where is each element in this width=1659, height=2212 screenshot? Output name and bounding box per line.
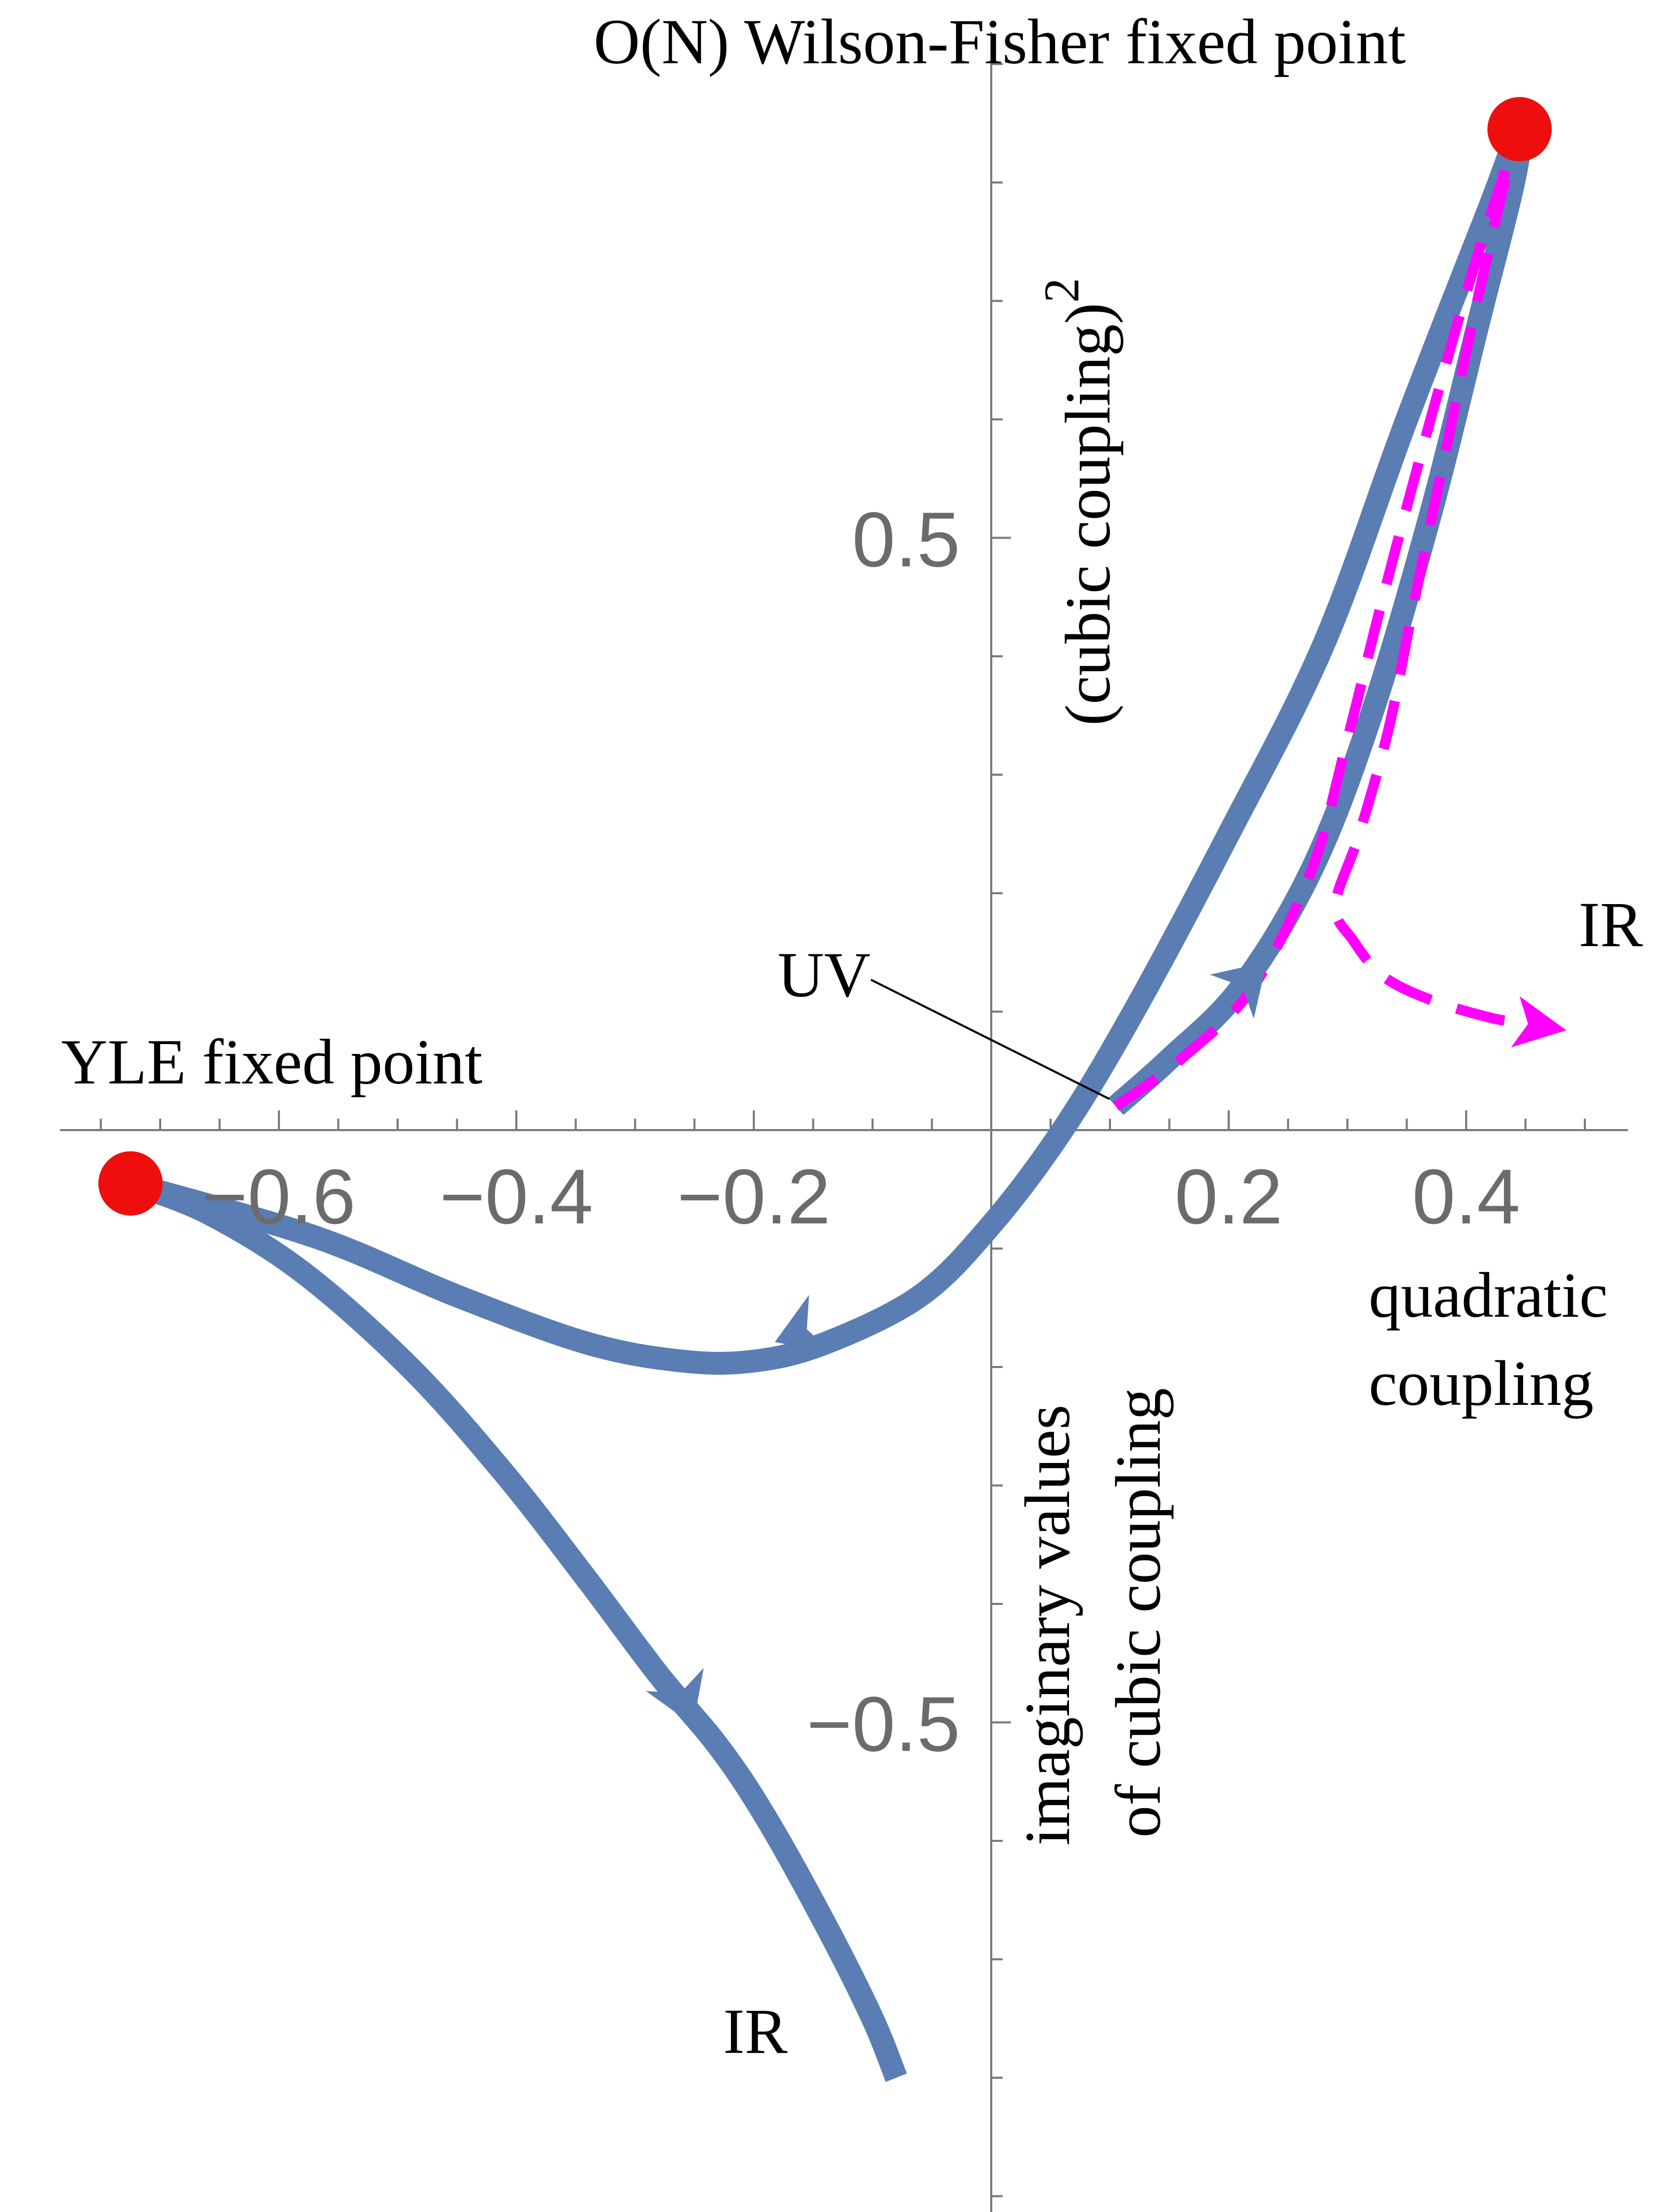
x-tick-label: −0.6	[202, 1153, 356, 1240]
uv-leader-line	[870, 979, 1110, 1100]
yle-fixed-point	[98, 1151, 163, 1216]
uv-label: UV	[778, 939, 870, 1010]
flow-lines	[126, 117, 1567, 2082]
flow-line-dashed	[1113, 120, 1567, 1111]
x-tick-label: 0.4	[1412, 1153, 1521, 1240]
tick-labels: −0.6 −0.4 −0.2 0.2 0.4 0.5 −0.5	[202, 496, 1520, 1768]
y-tick-label: 0.5	[852, 496, 960, 583]
y-negative-label-line1: imaginary values	[1012, 1404, 1083, 1845]
x-tick-label: −0.4	[440, 1153, 593, 1240]
flow-arrow	[646, 1668, 704, 1725]
x-axis-label-line2: coupling	[1369, 1348, 1594, 1419]
wilson-fisher-label: O(N) Wilson-Fisher fixed point	[594, 6, 1406, 77]
y-negative-label-line2: of cubic coupling	[1103, 1388, 1174, 1838]
y-axis-label-text: (cubic coupling)	[1052, 303, 1123, 726]
x-tick-label: 0.2	[1175, 1153, 1283, 1240]
flow-arrow	[775, 1294, 832, 1353]
fixed-points	[98, 97, 1552, 1216]
ir-label-right: IR	[1579, 889, 1643, 960]
y-tick-label: −0.5	[807, 1681, 960, 1768]
y-axis-label-exponent: 2	[1034, 278, 1089, 303]
wilson-fisher-fixed-point	[1487, 97, 1552, 162]
x-axis-label-line1: quadratic	[1369, 1260, 1608, 1331]
annotations: O(N) Wilson-Fisher fixed point YLE fixed…	[61, 6, 1643, 2067]
y-axis-label: (cubic coupling)2	[1034, 278, 1123, 726]
ir-label-bottom: IR	[723, 1996, 788, 2067]
flow-line	[126, 1173, 907, 2082]
flow-arrows	[646, 962, 1267, 1725]
axes	[60, 32, 1628, 2212]
flow-line	[127, 117, 1533, 1375]
x-tick-label: −0.2	[677, 1153, 831, 1240]
flow-arrow	[1210, 962, 1267, 1019]
yle-label: YLE fixed point	[61, 1026, 483, 1097]
